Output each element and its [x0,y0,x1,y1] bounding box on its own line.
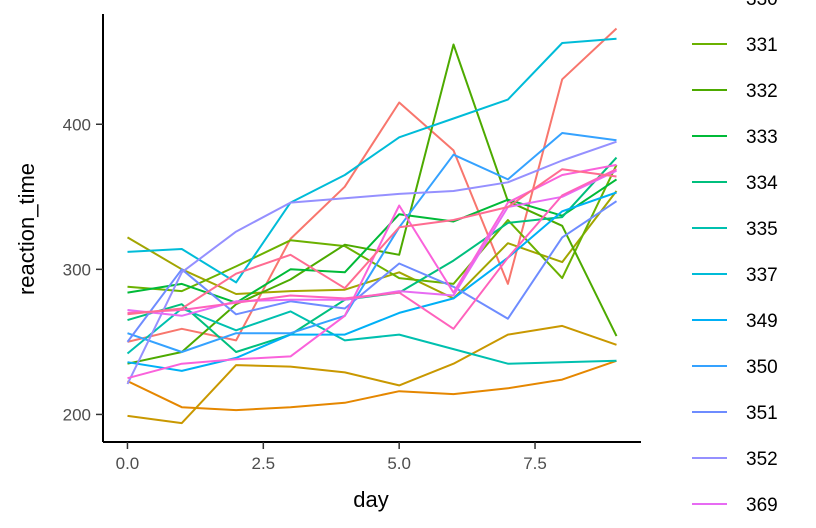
legend-label-349: 349 [746,311,778,332]
series-line-309 [127,359,617,412]
legend-label-334: 334 [746,173,778,194]
legend-label-333: 333 [746,127,778,148]
legend-label-330: 330 [746,0,778,10]
x-axis-title: day [353,487,388,512]
series-line-352 [126,140,617,385]
legend-label-331: 331 [746,35,778,56]
y-ticks: 200 300 400 [63,115,103,424]
y-axis-title: reaction_time [14,163,39,295]
series-line-333 [127,178,618,304]
series-line-350 [127,132,617,353]
series-line-371 [127,168,617,330]
x-tick-label: 7.5 [523,454,547,473]
y-tick-label: 200 [63,405,91,424]
legend-label-332: 332 [746,81,778,102]
legend-label-337: 337 [746,265,778,286]
series-line-308 [127,27,618,343]
plot-lines [126,27,618,425]
legend: 330 331 332 333 334 335 337 349 350 351 352 369 [692,0,778,516]
legend-label-352: 352 [746,449,778,470]
y-tick-label: 300 [63,260,91,279]
y-tick-label: 400 [63,115,91,134]
legend-label-350: 350 [746,357,778,378]
series-line-310 [127,324,617,425]
legend-label-351: 351 [746,403,778,424]
series-line-349 [127,191,617,372]
x-tick-label: 2.5 [251,454,275,473]
series-line-335 [126,307,617,365]
legend-label-369: 369 [746,495,778,516]
x-ticks: 0.0 2.5 5.0 7.5 [116,442,547,473]
series-line-372 [127,168,617,316]
legend-label-335: 335 [746,219,778,240]
series-line-337 [127,37,617,284]
series-line-330 [126,190,618,300]
x-tick-label: 5.0 [387,454,411,473]
x-tick-label: 0.0 [116,454,140,473]
